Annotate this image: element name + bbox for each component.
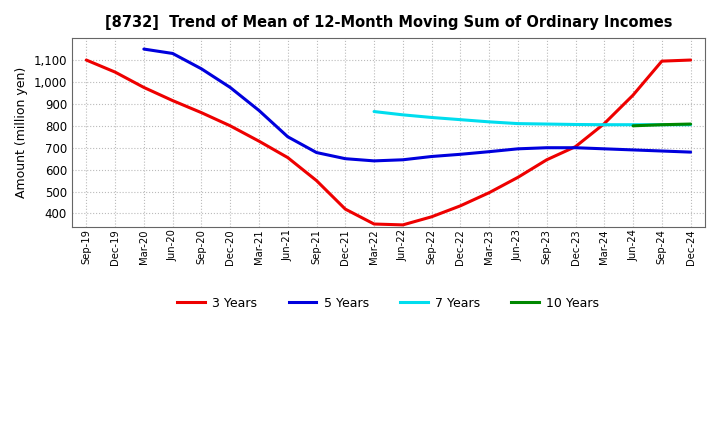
- Title: [8732]  Trend of Mean of 12-Month Moving Sum of Ordinary Incomes: [8732] Trend of Mean of 12-Month Moving …: [104, 15, 672, 30]
- Y-axis label: Amount (million yen): Amount (million yen): [15, 67, 28, 198]
- Legend: 3 Years, 5 Years, 7 Years, 10 Years: 3 Years, 5 Years, 7 Years, 10 Years: [173, 292, 605, 315]
